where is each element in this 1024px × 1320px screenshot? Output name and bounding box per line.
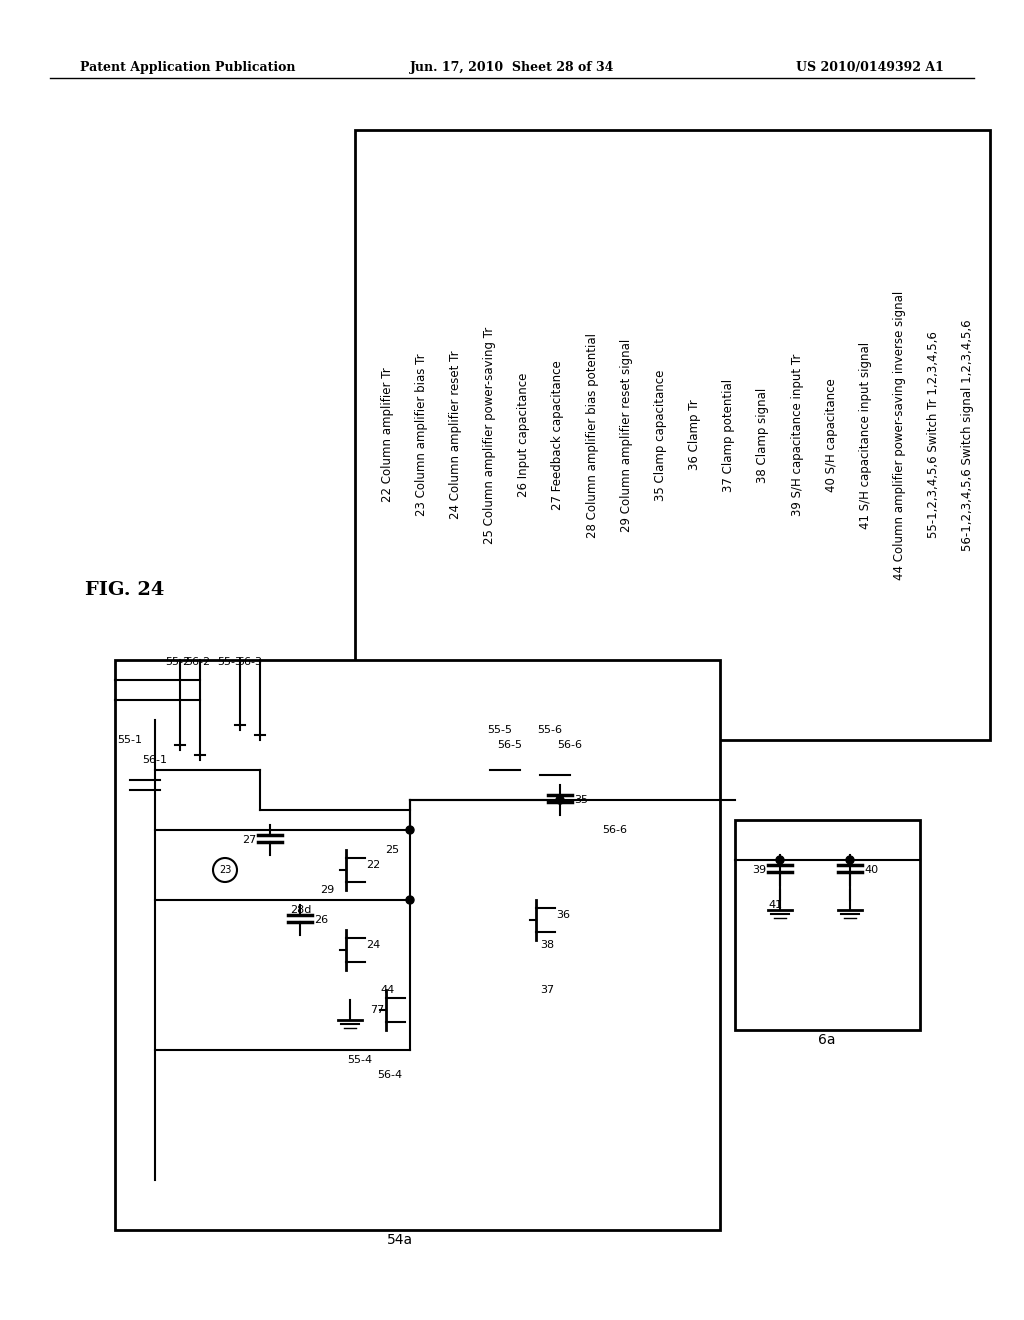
Text: 22 Column amplifier Tr: 22 Column amplifier Tr	[381, 368, 393, 503]
Text: 55-4: 55-4	[347, 1055, 373, 1065]
Circle shape	[846, 855, 854, 865]
Text: 54a: 54a	[387, 1233, 413, 1247]
Text: 27: 27	[242, 836, 256, 845]
Text: 56-1,2,3,4,5,6 Switch signal 1,2,3,4,5,6: 56-1,2,3,4,5,6 Switch signal 1,2,3,4,5,6	[962, 319, 975, 550]
Bar	[355, 129, 990, 741]
Text: 55-3: 55-3	[217, 657, 243, 667]
Text: 36 Clamp Tr: 36 Clamp Tr	[688, 400, 701, 470]
Text: 38: 38	[540, 940, 554, 950]
Text: 26 Input capacitance: 26 Input capacitance	[517, 372, 530, 498]
Text: 41 S/H capacitance input signal: 41 S/H capacitance input signal	[859, 342, 871, 528]
Text: 36: 36	[556, 909, 570, 920]
Text: 24 Column amplifier reset Tr: 24 Column amplifier reset Tr	[449, 351, 462, 519]
Text: 29 Column amplifier reset signal: 29 Column amplifier reset signal	[620, 338, 633, 532]
Text: 23 Column amplifier bias Tr: 23 Column amplifier bias Tr	[415, 354, 428, 516]
Text: 37 Clamp potential: 37 Clamp potential	[722, 379, 735, 491]
Text: 35: 35	[574, 795, 588, 805]
Text: 25: 25	[385, 845, 399, 855]
Circle shape	[406, 896, 414, 904]
Circle shape	[776, 855, 784, 865]
Text: 37: 37	[540, 985, 554, 995]
Text: 55-2: 55-2	[166, 657, 190, 667]
Text: 44 Column amplifier power-saving inverse signal: 44 Column amplifier power-saving inverse…	[893, 290, 906, 579]
Text: 26: 26	[314, 915, 328, 925]
Circle shape	[406, 826, 414, 834]
Text: 40: 40	[864, 865, 879, 875]
Text: 56-1: 56-1	[142, 755, 168, 766]
Text: 56-3: 56-3	[238, 657, 262, 667]
Text: 22: 22	[366, 861, 380, 870]
Text: FIG. 24: FIG. 24	[85, 581, 165, 599]
Text: 29: 29	[319, 884, 334, 895]
Text: 55-5: 55-5	[487, 725, 512, 735]
Circle shape	[556, 796, 564, 804]
Text: 6a: 6a	[818, 1034, 836, 1047]
Text: 38 Clamp signal: 38 Clamp signal	[757, 387, 769, 483]
Text: 41: 41	[768, 900, 782, 909]
Text: 28d: 28d	[290, 906, 311, 915]
Text: Jun. 17, 2010  Sheet 28 of 34: Jun. 17, 2010 Sheet 28 of 34	[410, 62, 614, 74]
Text: 35 Clamp capacitance: 35 Clamp capacitance	[654, 370, 667, 500]
Text: 25 Column amplifier power-saving Tr: 25 Column amplifier power-saving Tr	[483, 326, 496, 544]
Text: 40 S/H capacitance: 40 S/H capacitance	[824, 378, 838, 492]
Text: 44: 44	[380, 985, 394, 995]
Text: 39 S/H capacitance input Tr: 39 S/H capacitance input Tr	[791, 354, 804, 516]
Bar	[735, 820, 920, 1030]
Text: 55-1,2,3,4,5,6 Switch Tr 1,2,3,4,5,6: 55-1,2,3,4,5,6 Switch Tr 1,2,3,4,5,6	[928, 331, 940, 539]
Text: 77: 77	[370, 1005, 384, 1015]
Text: 39: 39	[752, 865, 766, 875]
Text: 56-6: 56-6	[602, 825, 628, 836]
Text: 27 Feedback capacitance: 27 Feedback capacitance	[551, 360, 564, 510]
Text: 56-6: 56-6	[557, 741, 583, 750]
Text: 24: 24	[366, 940, 380, 950]
Text: 28 Column amplifier bias potential: 28 Column amplifier bias potential	[586, 333, 599, 537]
Text: 56-5: 56-5	[498, 741, 522, 750]
Text: US 2010/0149392 A1: US 2010/0149392 A1	[796, 62, 944, 74]
Text: 55-1: 55-1	[118, 735, 142, 744]
Text: 56-2: 56-2	[185, 657, 211, 667]
Bar	[115, 660, 720, 1230]
Text: 56-4: 56-4	[378, 1071, 402, 1080]
Text: 55-6: 55-6	[538, 725, 562, 735]
Text: 23: 23	[219, 865, 231, 875]
Text: Patent Application Publication: Patent Application Publication	[80, 62, 296, 74]
